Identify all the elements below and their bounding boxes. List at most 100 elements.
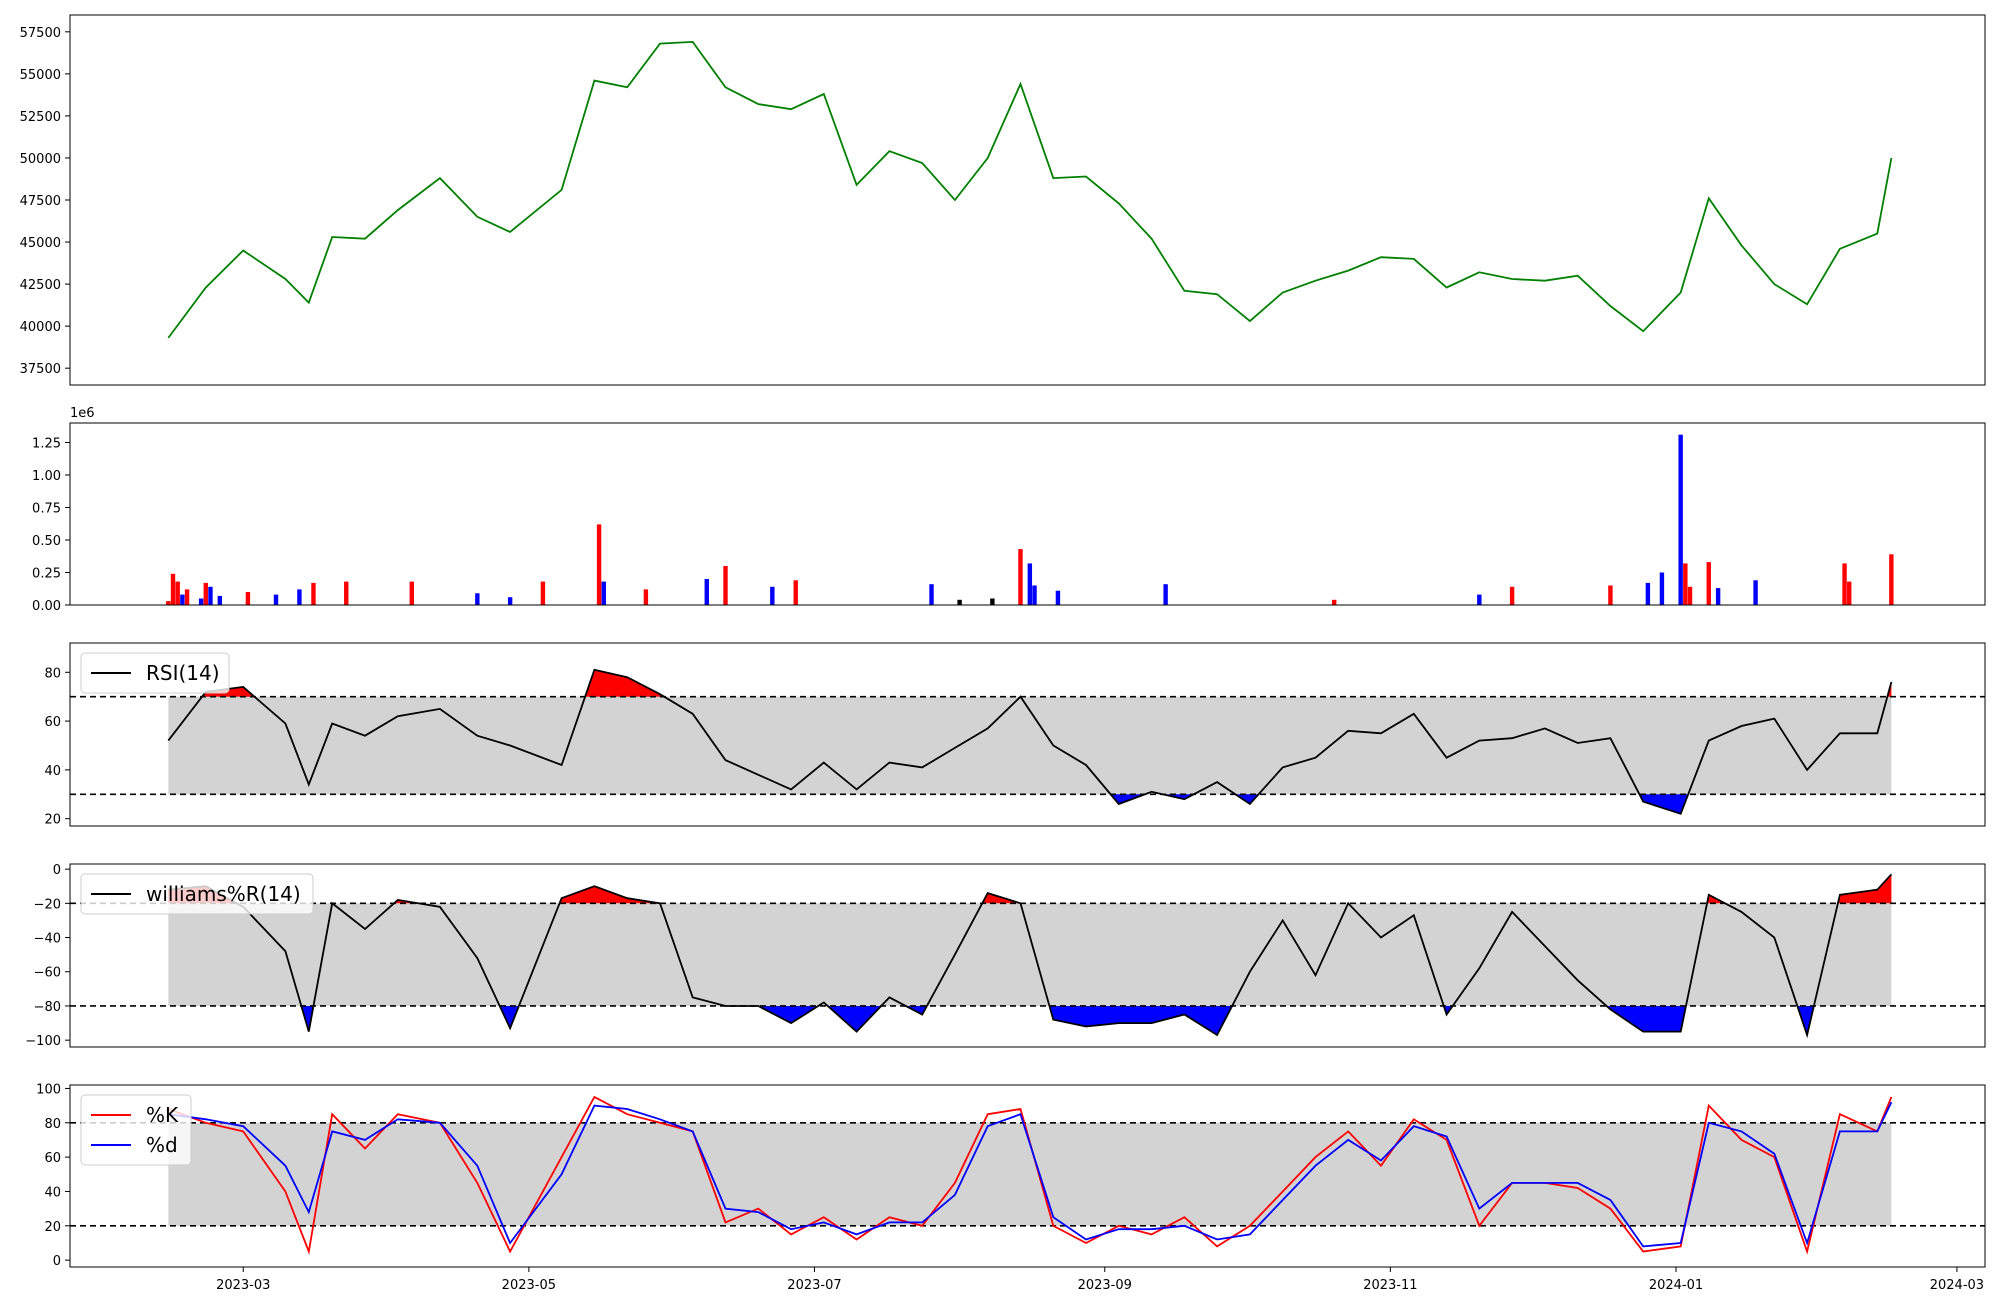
ytick-label: 0.50 xyxy=(32,534,61,549)
legend-frame xyxy=(80,873,314,915)
axes-frame xyxy=(69,1084,1986,1268)
panel-rsi: 20 40 60 80 RSI(14) xyxy=(44,642,1986,828)
oversold-fill xyxy=(1606,1006,1686,1032)
ytick-label: 60 xyxy=(44,1151,61,1166)
legend: williams%R(14) xyxy=(80,873,314,915)
volume-bar xyxy=(596,524,602,605)
volume-bar xyxy=(1027,563,1033,605)
volume-bar xyxy=(1509,586,1515,605)
volume-bar xyxy=(245,592,251,605)
ytick-label: −20 xyxy=(34,897,61,912)
volume-bar xyxy=(1645,582,1651,605)
ytick-label: 20 xyxy=(44,1220,61,1235)
volume-bar xyxy=(166,601,171,605)
oversold-fill xyxy=(1049,1006,1233,1035)
volume-bar xyxy=(203,582,208,605)
ytick-label: 100 xyxy=(36,1082,61,1097)
xtick-label: 2023-03 xyxy=(216,1278,270,1293)
ytick-label: 80 xyxy=(44,1117,61,1132)
oversold-fill xyxy=(827,1006,882,1032)
legend-label: williams%R(14) xyxy=(146,882,301,906)
volume-bar xyxy=(475,593,480,605)
volume-bar xyxy=(1715,588,1721,605)
panel-volume: 0.00 0.25 0.50 0.75 1.00 1.25 1e6 xyxy=(32,406,1986,614)
volume-bar xyxy=(1331,599,1337,605)
volume-bar xyxy=(1753,580,1758,605)
ytick-label: 1.25 xyxy=(32,437,61,452)
volume-bar xyxy=(170,573,176,605)
ytick-label: 1.00 xyxy=(32,469,61,484)
ytick-label: 47500 xyxy=(20,194,61,209)
overbought-fill xyxy=(1837,874,1892,904)
xtick-label: 2023-11 xyxy=(1363,1278,1417,1293)
volume-bar xyxy=(540,581,546,605)
volume-bar xyxy=(1608,585,1613,605)
ytick-label: 37500 xyxy=(20,362,61,377)
ytick-label: 42500 xyxy=(20,278,61,293)
ytick-label: 52500 xyxy=(20,110,61,125)
volume-bar xyxy=(929,584,934,605)
neutral-band xyxy=(168,1122,1892,1226)
xtick-label: 2024-03 xyxy=(1930,1278,1984,1293)
volume-bar xyxy=(344,581,349,605)
xtick-label: 2023-07 xyxy=(787,1278,841,1293)
legend-frame xyxy=(80,1094,192,1166)
overbought-fill xyxy=(585,669,664,697)
oversold-fill xyxy=(499,1006,519,1029)
oversold-fill xyxy=(758,1006,819,1024)
ytick-label: 50000 xyxy=(20,152,61,167)
ytick-label: 0.00 xyxy=(32,599,61,614)
y-scale-label: 1e6 xyxy=(70,406,95,421)
panel-price: 37500 40000 42500 45000 47500 50000 52500 55000… xyxy=(20,14,1986,386)
volume-bar xyxy=(723,566,728,605)
volume-bar xyxy=(793,580,798,605)
ytick-label: −60 xyxy=(34,966,61,981)
volume-bar xyxy=(273,594,279,605)
price-line xyxy=(167,40,1893,339)
neutral-band xyxy=(168,903,1892,1006)
oversold-fill xyxy=(1797,1006,1814,1035)
legend-label: %K xyxy=(146,1103,179,1127)
legend: %K %d xyxy=(80,1094,192,1166)
volume-bar xyxy=(1055,590,1061,605)
volume-bar xyxy=(1477,594,1482,605)
ytick-label: 45000 xyxy=(20,236,61,251)
volume-bar xyxy=(1842,563,1847,605)
axes-frame xyxy=(69,422,1986,606)
volume-bar xyxy=(175,581,180,605)
xtick-label: 2023-09 xyxy=(1078,1278,1132,1293)
volume-bar xyxy=(180,594,185,605)
volume-bar xyxy=(507,597,513,605)
ytick-label: −80 xyxy=(34,1000,61,1015)
ytick-label: 55000 xyxy=(20,68,61,83)
volume-bar xyxy=(409,581,414,605)
legend-label: %d xyxy=(146,1133,178,1157)
series-line xyxy=(168,1101,1893,1248)
series-line xyxy=(167,668,1893,815)
legend-label: RSI(14) xyxy=(146,661,220,685)
volume-bar xyxy=(198,598,204,605)
volume-bar xyxy=(1163,584,1168,605)
legend-frame xyxy=(80,652,230,694)
legend: RSI(14) xyxy=(80,652,230,694)
volume-bar xyxy=(643,589,649,605)
ytick-label: 40 xyxy=(44,1185,61,1200)
volume-bar xyxy=(1889,554,1894,605)
ytick-label: 57500 xyxy=(20,26,61,41)
ytick-label: 0 xyxy=(53,1254,61,1269)
series-line xyxy=(167,1095,1893,1255)
axes-frame xyxy=(69,863,1986,1048)
series-line xyxy=(168,873,1893,1039)
ytick-label: −40 xyxy=(34,932,61,947)
ytick-label: 20 xyxy=(44,813,61,828)
axes-frame xyxy=(69,14,1986,386)
volume-bar xyxy=(1683,563,1688,605)
panel-stochastic: 0 20 40 60 80 100 2023-03 2023-05 2023-07 2023-09… xyxy=(36,1082,1986,1293)
volume-bar xyxy=(184,589,190,605)
ytick-label: 60 xyxy=(44,715,61,730)
volume-bar xyxy=(704,579,709,605)
volume-bar xyxy=(1032,585,1037,605)
ytick-label: 40000 xyxy=(20,320,61,335)
panel-williams: 0 −20 −40 −60 −80 −100 williams%R(14) xyxy=(25,863,1986,1049)
ytick-label: 0.25 xyxy=(32,567,61,582)
